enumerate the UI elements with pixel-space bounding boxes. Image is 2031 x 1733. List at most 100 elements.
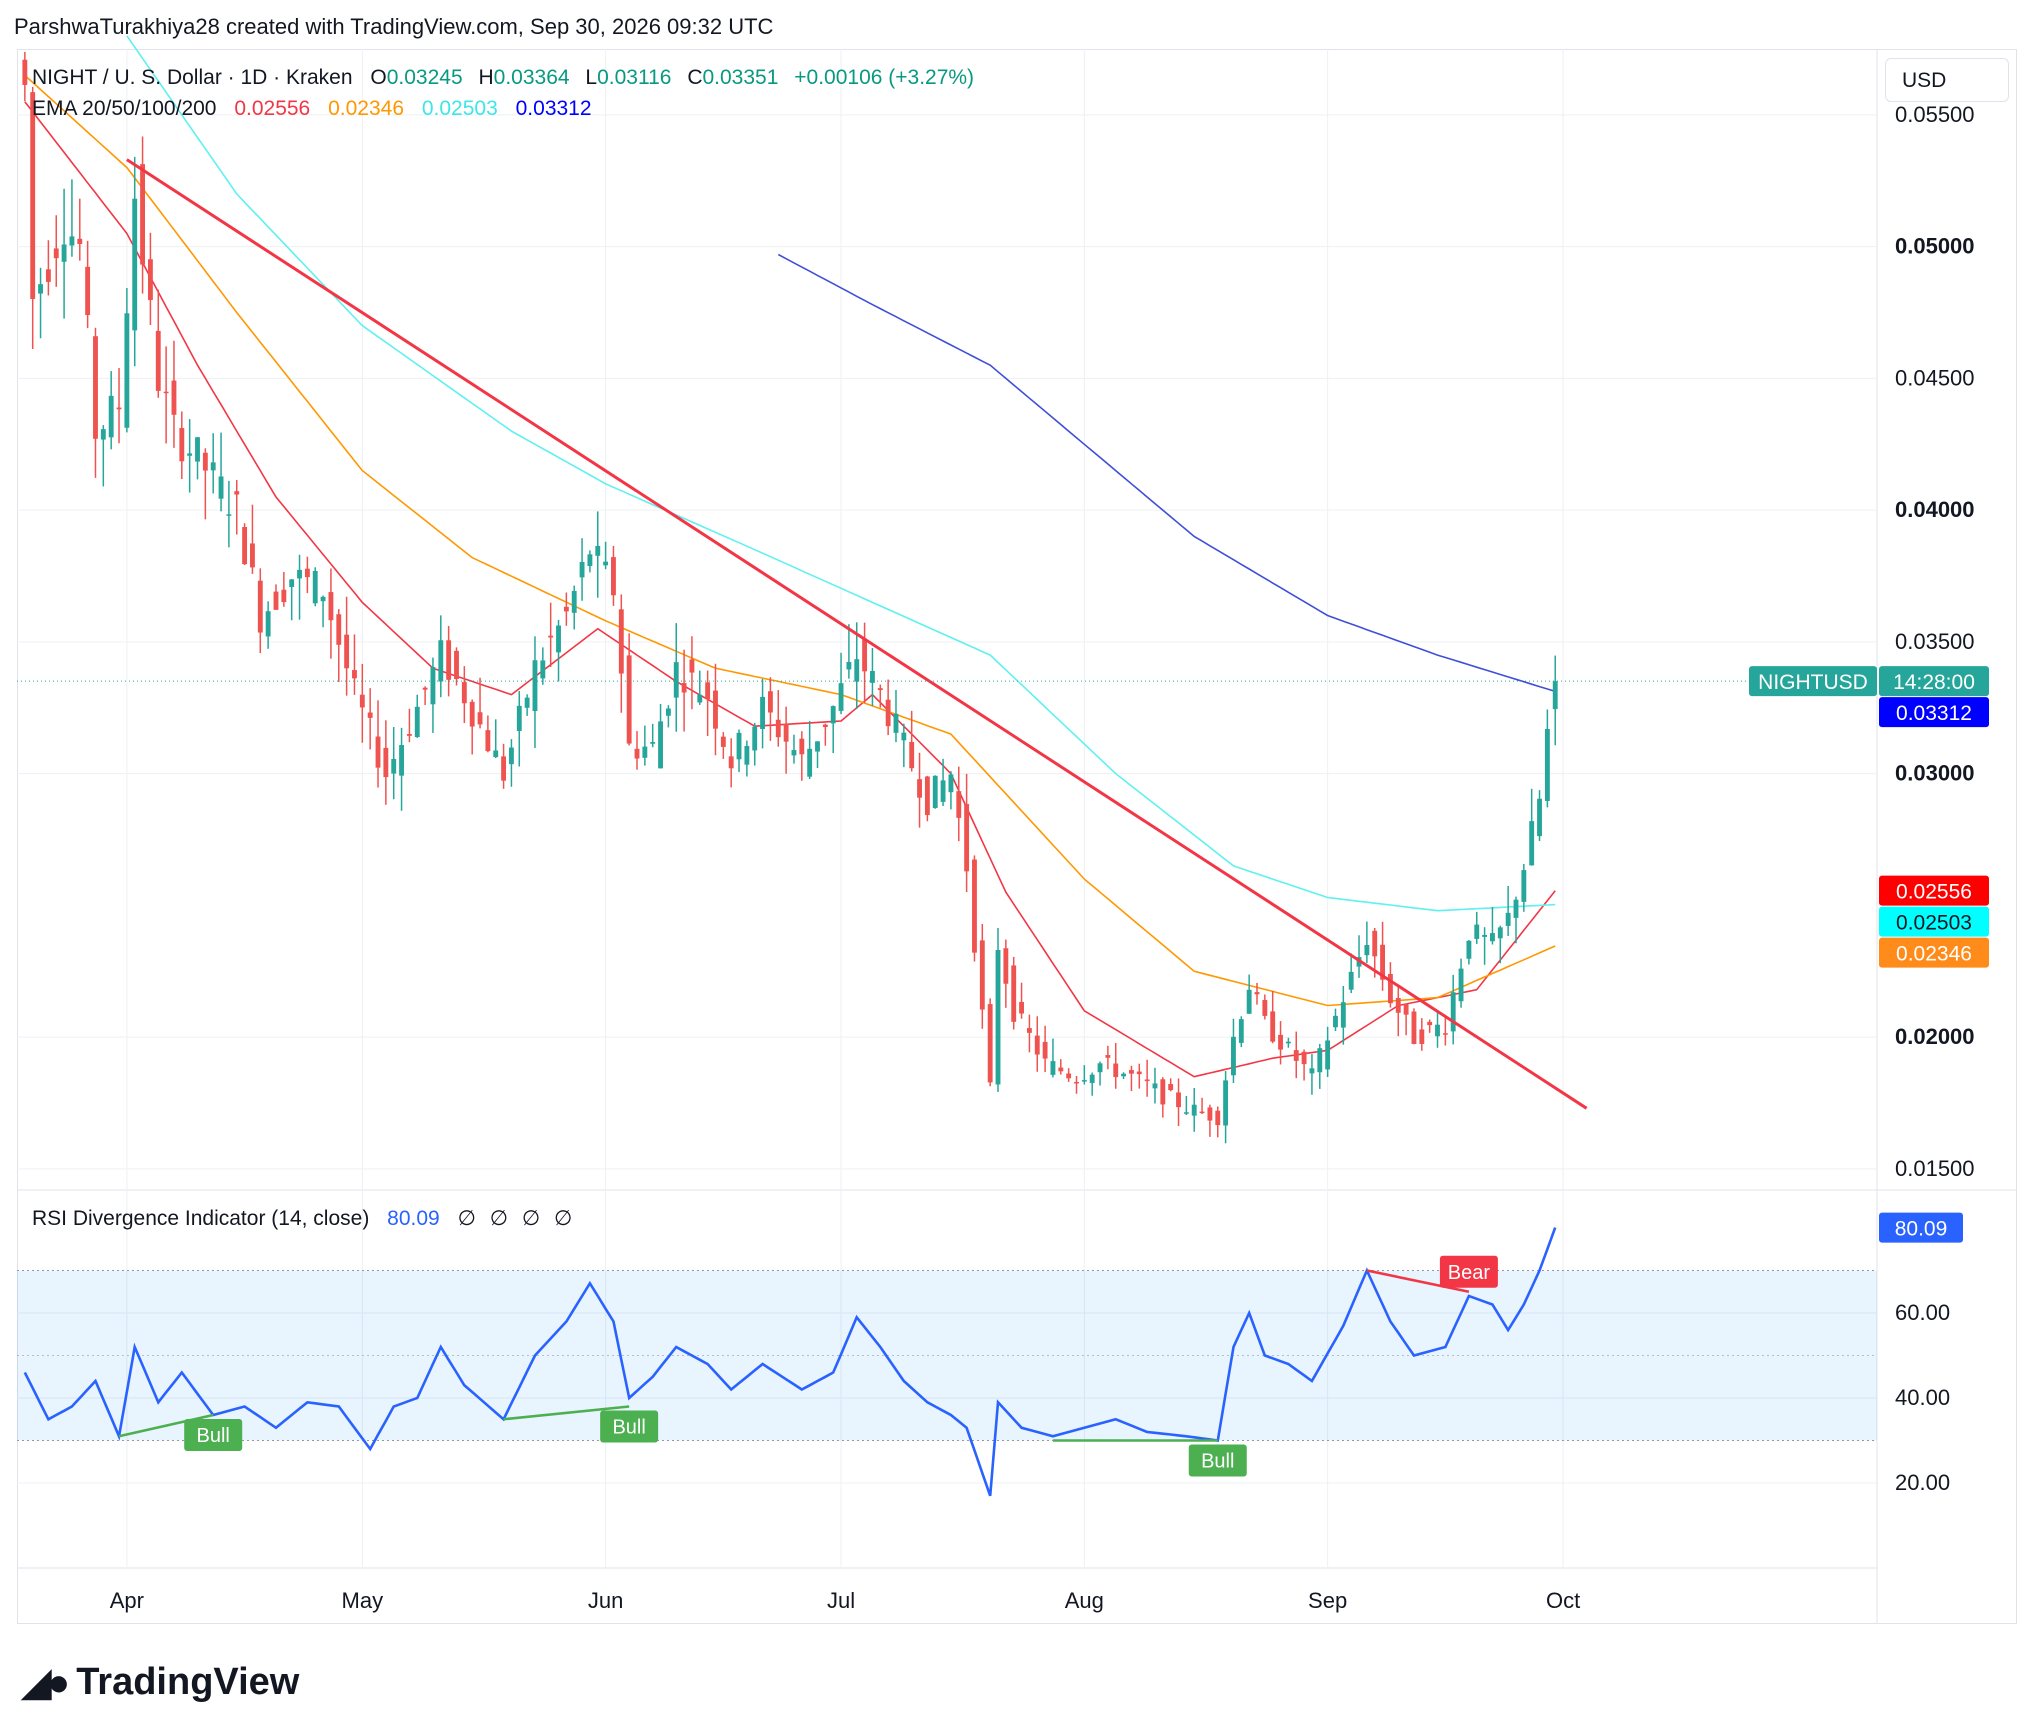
candle-body — [1482, 934, 1488, 937]
price-tag-countdown — [1879, 666, 1989, 697]
axis-tag-2 — [1879, 906, 1989, 937]
candle-body — [45, 269, 51, 282]
price-tick-label: 0.02000 — [1895, 1024, 1975, 1049]
candle-body — [1254, 992, 1260, 995]
candle-body — [650, 742, 656, 744]
rsi-tick-label: 20.00 — [1895, 1470, 1950, 1495]
candle-body — [1246, 989, 1252, 1014]
candles — [22, 51, 1558, 1144]
candle-body — [30, 92, 36, 300]
grid-lines — [17, 49, 2017, 1624]
candle-body — [53, 248, 59, 259]
candle-body — [1270, 1011, 1276, 1042]
divergence-label: Bull — [197, 1425, 230, 1447]
candle-body — [1333, 1015, 1338, 1028]
candle-body — [1207, 1107, 1213, 1121]
candle-body — [1003, 948, 1009, 984]
candle-body — [1497, 927, 1503, 939]
axis-tag-3-text: 0.02346 — [1896, 943, 1972, 966]
candle-body — [406, 734, 412, 736]
candle-body — [359, 694, 365, 708]
candle-body — [1490, 933, 1495, 942]
candle-body — [454, 650, 459, 680]
candle-body — [77, 238, 83, 244]
candle-body — [1411, 1011, 1417, 1044]
candle-body — [501, 756, 507, 781]
candle-body — [830, 706, 836, 724]
candle-body — [1474, 924, 1480, 939]
candle-body — [760, 696, 766, 729]
divergence-badge-bull — [1188, 1444, 1247, 1477]
candle-body — [1074, 1081, 1079, 1084]
candle-body — [108, 395, 114, 438]
candle-body — [705, 682, 711, 700]
candle-body — [163, 391, 169, 394]
candle-body — [563, 606, 569, 612]
ema-lines — [24, 35, 1556, 1078]
candle-body — [1442, 1033, 1448, 1035]
candle-body — [1105, 1055, 1111, 1058]
ema-label[interactable]: EMA 20/50/100/200 — [32, 97, 217, 120]
candle-body — [281, 589, 287, 603]
rsi-tick-label: 60.00 — [1895, 1300, 1950, 1325]
candle-body — [461, 682, 467, 704]
axis-tag-1-text: 0.02556 — [1896, 881, 1972, 904]
candle-body — [430, 667, 436, 705]
symbol-title[interactable]: NIGHT / U. S. Dollar · 1D · Kraken — [32, 66, 353, 89]
candle-body — [61, 244, 67, 262]
candle-body — [1285, 1041, 1291, 1044]
price-tick-label: 0.04000 — [1895, 497, 1975, 522]
ohlc-change: +0.00106 (+3.27%) — [794, 66, 975, 89]
descending-trendline — [126, 158, 1588, 1110]
axis-tags: NIGHTUSD 14:28:00 0.03312 0.02556 0.02503 0.0… — [1749, 666, 1989, 1243]
price-tick-label: 0.01500 — [1895, 1156, 1975, 1181]
price-tick-label: 0.03000 — [1895, 761, 1975, 786]
price-tick-label: 0.05500 — [1895, 102, 1975, 127]
divergence-line-bull — [118, 1413, 214, 1438]
ohlc-high: H0.03364 — [478, 66, 570, 89]
candle-body — [603, 561, 609, 566]
candle-body — [1450, 992, 1456, 1032]
candle-body — [1183, 1112, 1189, 1114]
rsi-label[interactable]: RSI Divergence Indicator (14, close) — [32, 1207, 370, 1230]
candle-body — [540, 660, 546, 679]
candle-body — [972, 859, 977, 953]
candle-body — [1301, 1051, 1307, 1065]
currency-button[interactable]: USD — [1885, 58, 2009, 102]
candle-body — [579, 561, 585, 578]
candle-body — [728, 756, 734, 769]
candle-body — [877, 688, 883, 691]
tradingview-logo[interactable]: ◢● TradingView — [22, 1660, 299, 1705]
candle-body — [846, 661, 852, 670]
ema100-value: 0.02503 — [421, 97, 498, 120]
divergence-label: Bull — [612, 1417, 645, 1439]
candle-body — [548, 635, 554, 638]
candle-body — [1066, 1073, 1072, 1079]
candle-body — [1427, 1021, 1433, 1026]
candle-body — [257, 580, 263, 633]
candle-body — [532, 660, 538, 711]
candle-body — [1466, 940, 1472, 959]
candle-body — [140, 164, 146, 265]
price-tick-label: 0.05000 — [1895, 234, 1975, 259]
candle-body — [312, 570, 318, 604]
time-tick-label: Oct — [1546, 1588, 1580, 1613]
candle-body — [375, 736, 381, 768]
candle-body — [179, 428, 185, 462]
candle-body — [979, 940, 985, 1010]
ema-legend: EMA 20/50/100/200 0.02556 0.02346 0.0250… — [32, 97, 604, 121]
candle-body — [752, 726, 758, 751]
price-tag-symbol — [1749, 666, 1877, 697]
candle-body — [1144, 1079, 1150, 1082]
candle-body — [1340, 1002, 1346, 1028]
candle-body — [493, 750, 499, 758]
candle-body — [1176, 1092, 1181, 1108]
candle-body — [171, 380, 177, 415]
candle-body — [202, 452, 208, 471]
candle-body — [587, 554, 593, 567]
candle-body — [964, 804, 970, 872]
candle-body — [838, 683, 844, 711]
candle-body — [344, 634, 350, 669]
candle-body — [807, 748, 813, 777]
